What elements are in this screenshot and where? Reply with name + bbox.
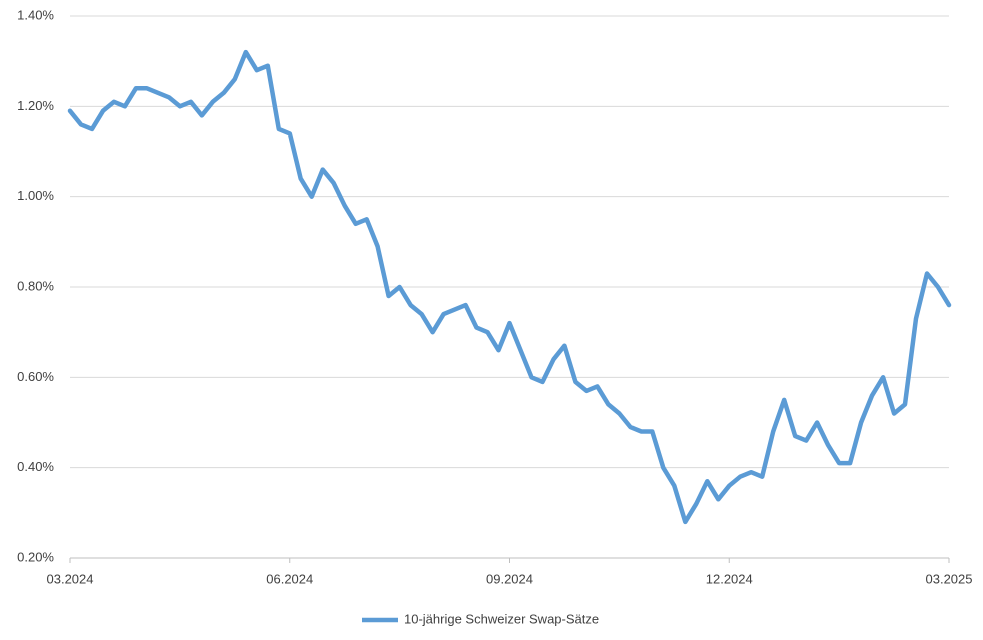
x-tick-label: 12.2024	[706, 571, 753, 586]
x-tick-label: 09.2024	[486, 571, 533, 586]
x-tick-label: 03.2025	[926, 571, 973, 586]
y-tick-label: 0.80%	[17, 278, 54, 293]
line-series	[67, 49, 952, 525]
y-tick-label: 0.40%	[17, 459, 54, 474]
y-tick-label: 0.60%	[17, 369, 54, 384]
legend-label: 10-jährige Schweizer Swap-Sätze	[404, 611, 599, 626]
x-tick-label: 06.2024	[266, 571, 313, 586]
y-tick-label: 0.20%	[17, 549, 54, 564]
y-tick-label: 1.40%	[17, 7, 54, 22]
y-tick-label: 1.00%	[17, 188, 54, 203]
y-tick-label: 1.20%	[17, 98, 54, 113]
x-tick-label: 03.2024	[47, 571, 94, 586]
